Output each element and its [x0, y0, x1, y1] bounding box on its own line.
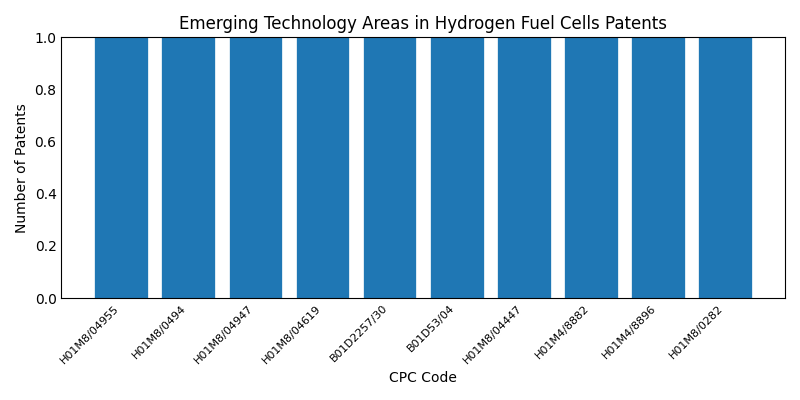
Bar: [497, 37, 550, 298]
Y-axis label: Number of Patents: Number of Patents: [15, 103, 29, 232]
Bar: [229, 37, 282, 298]
Bar: [564, 37, 618, 298]
Title: Emerging Technology Areas in Hydrogen Fuel Cells Patents: Emerging Technology Areas in Hydrogen Fu…: [179, 15, 667, 33]
Bar: [296, 37, 350, 298]
Bar: [631, 37, 685, 298]
Bar: [94, 37, 148, 298]
Bar: [162, 37, 215, 298]
Bar: [698, 37, 752, 298]
X-axis label: CPC Code: CPC Code: [390, 371, 457, 385]
Bar: [430, 37, 484, 298]
Bar: [362, 37, 417, 298]
